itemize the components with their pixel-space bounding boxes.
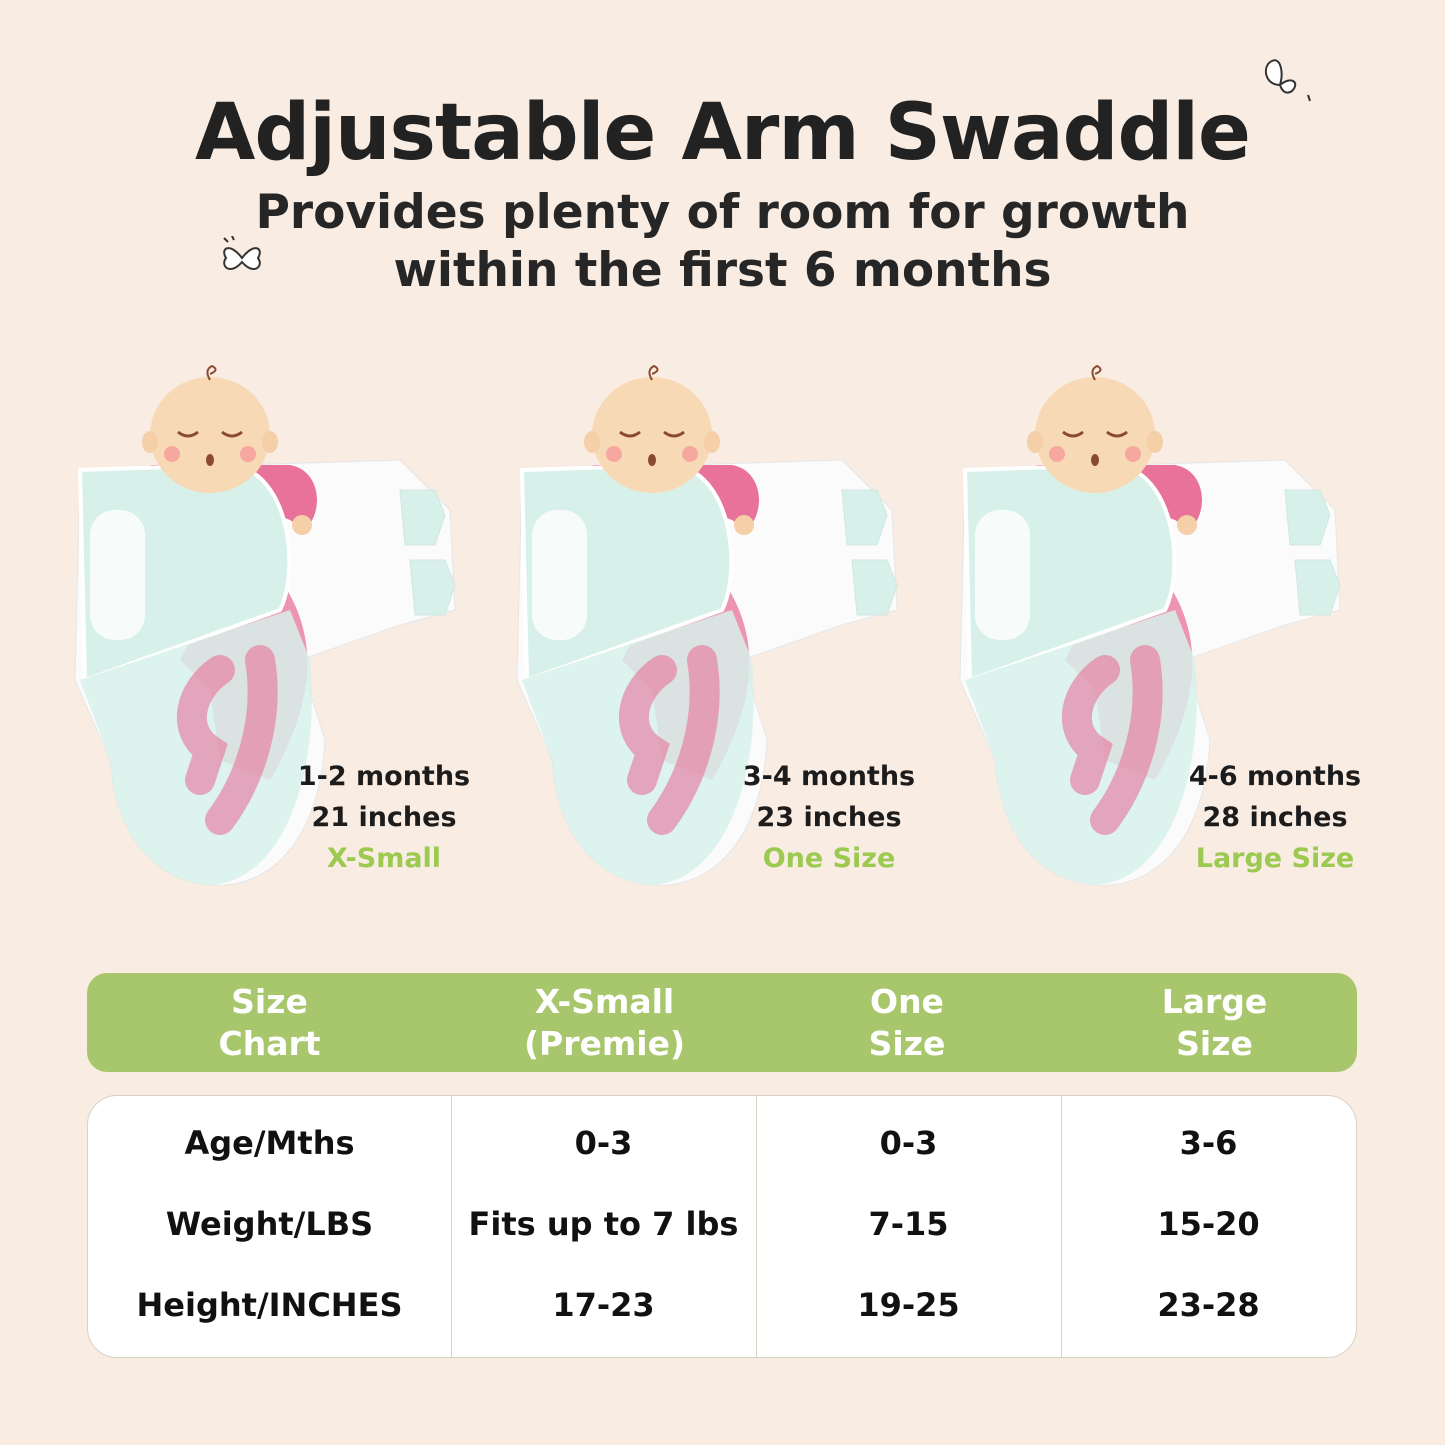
age-range: 1-2 months	[297, 761, 471, 792]
swaddle-illustration-xsmall	[74, 364, 456, 886]
swaddle-illustration-large	[959, 364, 1341, 886]
column-divider	[451, 1096, 452, 1357]
header-large-size: Large Size	[1161, 982, 1268, 1063]
butterfly-icon	[1264, 59, 1311, 102]
age-range: 4-6 months	[1188, 761, 1362, 792]
column-divider	[756, 1096, 757, 1357]
table-cell: 17-23	[552, 1286, 655, 1324]
table-cell: 3-6	[1179, 1124, 1238, 1162]
swaddle-illustration-one-size	[516, 364, 898, 886]
age-range: 3-4 months	[742, 761, 916, 792]
header-one-size: One Size	[868, 982, 946, 1063]
table-cell: 0-3	[879, 1124, 938, 1162]
size-chart-header: Size Chart X-Small (Premie) One Size Lar…	[87, 973, 1357, 1072]
size-label: One Size	[762, 843, 896, 874]
row-label: Age/Mths	[184, 1124, 355, 1162]
header-x-small: X-Small (Premie)	[523, 982, 686, 1063]
product-caption-large: 4-6 months 28 inches Large Size	[1175, 756, 1375, 879]
header-size-chart: Size Chart	[218, 982, 321, 1063]
length: 23 inches	[756, 802, 902, 833]
subtitle-line-1: Provides plenty of room for growth	[255, 185, 1190, 240]
size-chart-table: Age/Mths 0-3 0-3 3-6 Weight/LBS Fits up to 7 …	[87, 1095, 1357, 1358]
product-caption-xsmall: 1-2 months 21 inches X-Small	[284, 756, 484, 879]
table-cell: 7-15	[868, 1205, 949, 1243]
subtitle-line-2: within the first 6 months	[393, 243, 1052, 298]
size-label: X-Small	[326, 843, 442, 874]
product-caption-one-size: 3-4 months 23 inches One Size	[729, 756, 929, 879]
table-cell: 19-25	[857, 1286, 960, 1324]
table-cell: 0-3	[574, 1124, 633, 1162]
butterfly-icon	[223, 236, 261, 270]
row-label: Weight/LBS	[165, 1205, 374, 1243]
table-cell: Fits up to 7 lbs	[468, 1205, 739, 1243]
length: 28 inches	[1202, 802, 1348, 833]
subtitle: Provides plenty of room for growth withi…	[0, 184, 1445, 300]
page-title: Adjustable Arm Swaddle	[195, 88, 1251, 178]
size-label: Large Size	[1195, 843, 1355, 874]
length: 21 inches	[311, 802, 457, 833]
table-cell: 15-20	[1157, 1205, 1260, 1243]
row-label: Height/INCHES	[136, 1286, 403, 1324]
column-divider	[1061, 1096, 1062, 1357]
table-cell: 23-28	[1157, 1286, 1260, 1324]
